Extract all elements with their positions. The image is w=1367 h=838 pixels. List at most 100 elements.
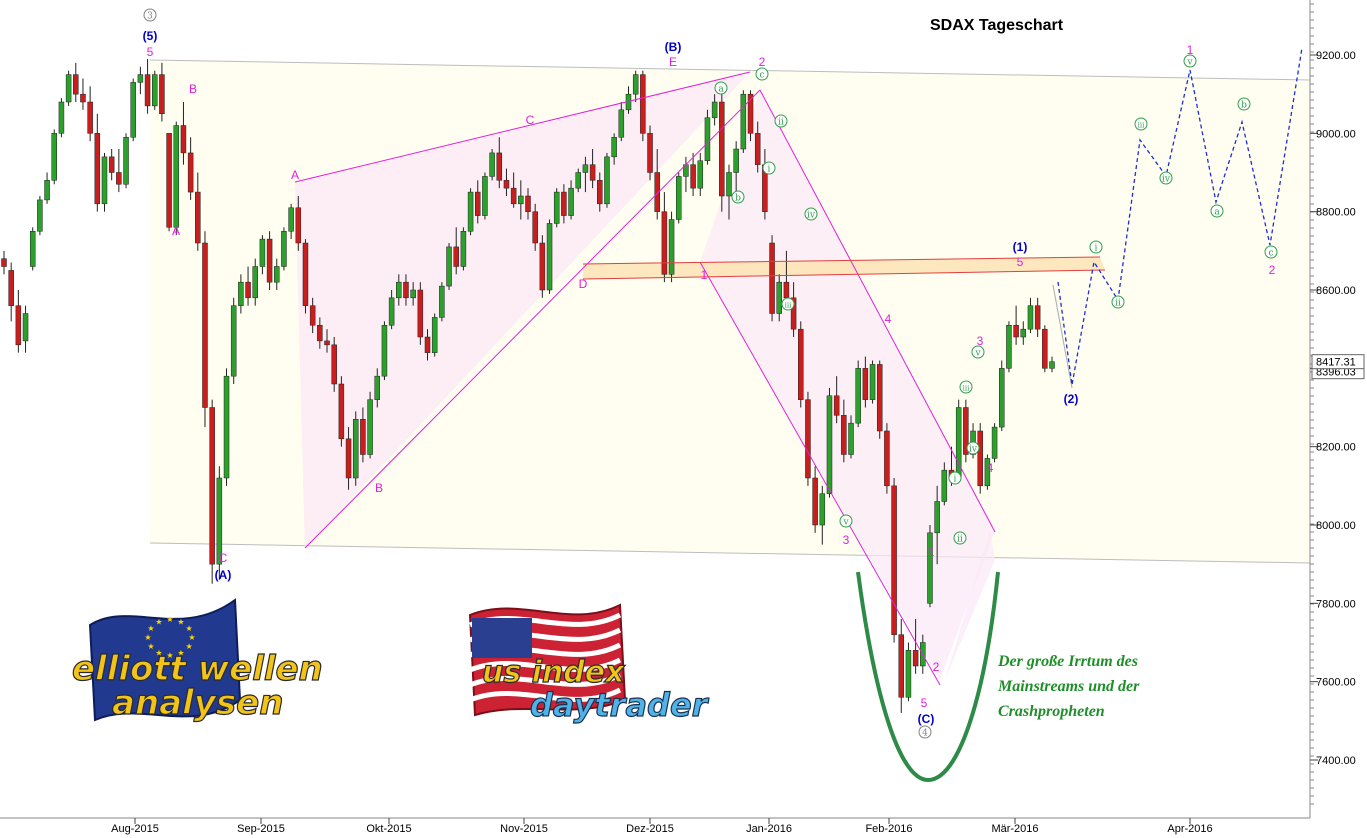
down-channel-fill	[700, 90, 995, 680]
eu-flag-shape	[88, 598, 242, 722]
wave-label: c	[759, 71, 764, 81]
candle-body	[726, 172, 732, 197]
price-box	[1311, 354, 1365, 370]
candle-body	[388, 297, 395, 326]
y-tick-label: 8600.00	[1316, 285, 1356, 297]
wave-label: (B)	[665, 40, 682, 54]
candle-body	[783, 281, 790, 299]
eu-star: ★	[166, 615, 173, 624]
candle-body	[374, 375, 381, 400]
candle-body	[302, 242, 309, 306]
candle-body	[833, 395, 840, 416]
candle-body	[108, 156, 115, 173]
candle-body	[453, 246, 459, 267]
wave-label: 5	[147, 45, 154, 59]
candle-body	[288, 207, 294, 232]
candle-body	[991, 426, 998, 459]
wave-label: iii	[963, 385, 970, 393]
wave-label: ii	[957, 535, 963, 545]
candle-body	[518, 195, 524, 205]
wave-circle	[1111, 295, 1125, 309]
wave-label: b	[735, 194, 741, 204]
wave-label: 1	[701, 268, 708, 282]
wave-label: iv	[807, 211, 816, 221]
candle-body	[640, 74, 646, 134]
candle-body	[130, 82, 136, 138]
candle-body	[137, 74, 144, 83]
candle-body	[575, 172, 581, 189]
eu-star: ★	[147, 624, 154, 633]
wave-label: 4	[922, 729, 928, 739]
eu-star: ★	[155, 649, 162, 658]
candle-body	[862, 368, 869, 400]
wave-circle	[762, 161, 776, 175]
eu-star: ★	[185, 624, 192, 633]
price-label-under: 8396.03	[1316, 367, 1356, 379]
candle-body	[1013, 325, 1019, 338]
candle-body	[1, 258, 7, 267]
candle-body	[539, 242, 546, 291]
wave-circle	[731, 190, 745, 204]
wave-label: D	[579, 277, 588, 291]
eu-star: ★	[147, 642, 154, 651]
candle-body	[905, 650, 912, 698]
y-tick-label: 8800.00	[1316, 207, 1356, 219]
wave-circle	[918, 725, 932, 739]
candle-body	[589, 164, 596, 181]
price-label: 8417.31	[1316, 357, 1356, 369]
wave-label: 3	[977, 334, 984, 348]
candle-body	[1042, 328, 1048, 369]
candle-body	[367, 399, 373, 455]
candle-body	[144, 74, 151, 107]
eu-star: ★	[177, 617, 184, 626]
candle-body	[618, 109, 625, 138]
down-channel-upper	[759, 89, 996, 533]
y-tick-label: 9000.00	[1316, 128, 1356, 140]
wave-label: (A)	[215, 568, 232, 582]
logo-left-line1: elliott wellen	[72, 649, 323, 689]
candles	[1, 58, 1055, 713]
annotation-note: Der große Irrtum des Mainstreams und der C…	[997, 653, 1140, 720]
y-tick-label: 7600.00	[1316, 677, 1356, 689]
candle-body	[668, 219, 675, 275]
triangle-fill	[295, 72, 750, 548]
wave-label: A	[172, 224, 180, 238]
wave-label: 4	[885, 312, 892, 326]
wave-label: 3	[147, 12, 153, 22]
candle-body	[876, 364, 883, 432]
candle-body	[180, 125, 187, 154]
us-flag-canton	[472, 618, 532, 658]
x-tick-label: Sep-2015	[237, 823, 285, 835]
wave-circle	[781, 297, 795, 311]
us-flag-stripe	[469, 687, 622, 703]
candle-body	[812, 477, 818, 526]
wave-circle	[755, 67, 769, 81]
wave-label: i	[1095, 244, 1098, 254]
eu-star: ★	[177, 649, 184, 658]
candle-body	[44, 180, 50, 201]
candle-body	[396, 281, 402, 299]
wave-label: 2	[759, 55, 766, 69]
wave-label: 1	[1187, 43, 1194, 57]
wave-label: iv	[1162, 175, 1171, 185]
wave-circle	[1183, 54, 1197, 68]
candle-body	[159, 74, 165, 115]
y-tick-label: 8200.00	[1316, 442, 1356, 454]
candle-body	[309, 305, 316, 326]
x-tick-label: Nov-2015	[500, 823, 548, 835]
candle-body	[675, 176, 682, 220]
wave-label: iii	[1138, 122, 1145, 130]
candle-body	[597, 180, 603, 205]
x-tick-label: Jan-2016	[746, 823, 792, 835]
wave-label: E	[669, 55, 677, 69]
wave-label: a	[718, 85, 724, 95]
us-flag-stripe	[469, 657, 622, 673]
y-tick-label: 7400.00	[1316, 755, 1356, 767]
wave-circle	[1210, 204, 1224, 218]
candle-body	[819, 493, 826, 526]
wave-circle	[959, 380, 973, 394]
logo-right-line2: daytrader	[530, 686, 710, 724]
candle-body	[381, 325, 388, 377]
